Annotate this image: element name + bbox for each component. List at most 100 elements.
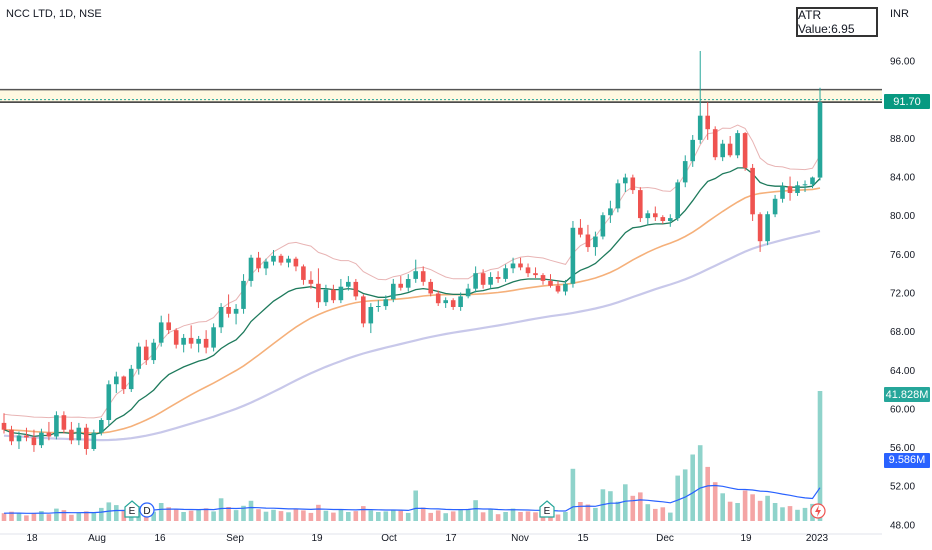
candle-body [368,307,374,324]
candle-body [293,258,299,267]
candle-body [173,330,179,345]
event-marker-label: E [544,506,551,517]
volume-bar [278,511,284,521]
volume-bar [323,510,329,521]
volume-bar [1,513,7,521]
candle-body [16,435,22,442]
y-tick-label: 80.00 [890,211,915,222]
candle-body [413,271,418,279]
candle-body [391,283,396,300]
candle-body [31,437,37,446]
volume-bar [660,507,666,521]
volume-bar [233,510,239,521]
volume-bar [697,445,703,521]
candle-body [211,327,216,348]
candle-body [615,183,621,209]
y-tick-label: 60.00 [890,404,915,415]
candle-body [780,186,785,199]
volume-bar [69,514,74,521]
volume-bar [368,510,374,521]
candle-body [757,214,763,242]
candle-body [151,342,156,361]
x-tick-label: Oct [381,533,397,544]
candle-body [278,255,284,263]
volume-bar [413,490,418,521]
candle-body [106,384,112,420]
volume-bar [181,512,186,521]
y-tick-label: 72.00 [890,289,915,300]
volume-bar [720,493,725,521]
candle-body [600,215,606,237]
volume-bar [196,509,201,521]
bollinger-upper-band [3,124,821,419]
candle-body [203,338,209,348]
volume-bar [473,500,478,521]
volume-bar [757,500,763,521]
volume-bar [361,506,366,521]
volume-bar [76,512,82,521]
candle-body [488,277,493,285]
candle-body [735,133,740,156]
candle-body [308,279,314,284]
candle-body [653,213,658,218]
volume-bar [780,507,785,521]
candle-body [383,299,389,307]
candle-body [802,184,808,186]
earnings-event-marker [539,500,555,518]
volume-bar [405,512,411,521]
candle-body [39,432,44,446]
candle-body [705,115,710,130]
candle-body [623,177,628,184]
volume-bar [121,509,127,521]
x-tick-label: 19 [740,533,752,544]
volume-bar [203,508,209,521]
x-tick-label: 19 [311,533,323,544]
candle-body [548,280,553,286]
candle-body [697,115,703,140]
volume-bar [316,504,321,521]
candle-body [218,307,224,328]
candle-body [99,420,104,433]
volume-bar [503,512,508,521]
candle-body [54,415,59,437]
candle-body [540,275,546,281]
candle-body [638,190,643,219]
candle-body [233,308,239,314]
candle-body [143,346,149,361]
volume-bar [338,509,344,521]
volume-bar [428,512,433,521]
candle-body [810,177,815,185]
volume-bar [742,490,748,521]
volume-bar [608,491,613,521]
volume-bar [638,492,643,521]
candle-body [555,285,561,292]
candle-body [585,234,591,248]
candle-body [76,427,82,441]
volume-bar [458,510,463,521]
candle-body [361,296,366,324]
y-tick-label: 76.00 [890,250,915,261]
earnings-event-marker [124,500,140,518]
volume-bar [765,495,770,521]
volume-bar [465,508,471,521]
volume-bar [263,511,269,521]
volume-bar [99,507,104,521]
volume-bar [248,500,254,521]
volume-bar [286,512,291,521]
candle-body [338,286,344,301]
volume-bar [630,495,636,521]
volume-bar [817,391,823,521]
x-tick-label: Nov [511,533,529,544]
last-price-badge: 91.70 [884,94,930,110]
volume-bar [705,466,710,521]
x-tick-label: Aug [88,533,106,544]
volume-bar [256,509,261,521]
candle-body [286,258,291,263]
volume-bar [9,511,14,521]
volume-bar [712,482,718,521]
candle-body [593,236,598,248]
volume-bar [84,511,89,521]
candle-body [136,346,141,369]
candle-body [114,376,119,385]
